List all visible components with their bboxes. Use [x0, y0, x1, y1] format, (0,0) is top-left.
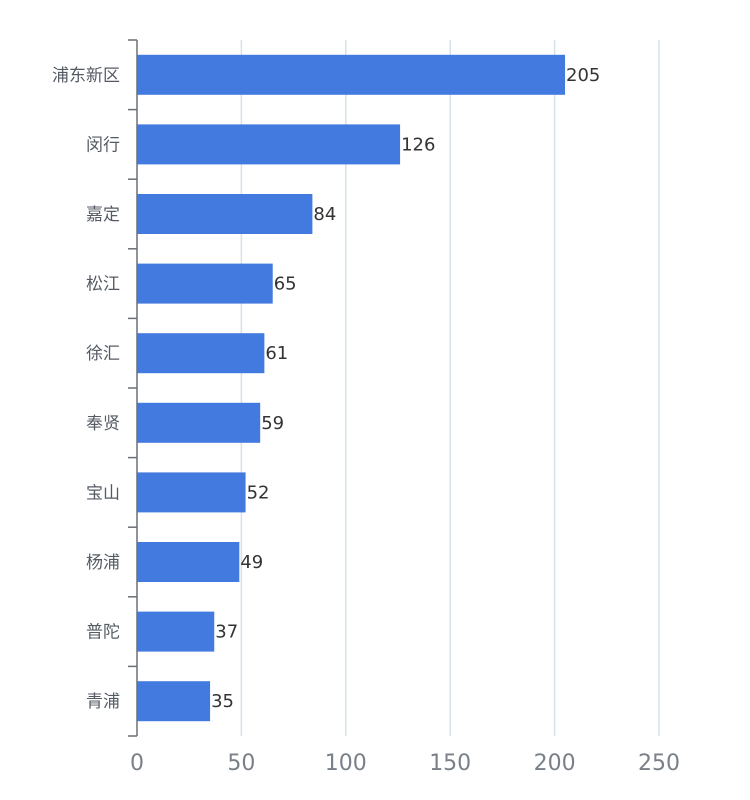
bar — [137, 54, 566, 95]
data-label: 205 — [566, 65, 600, 86]
category-label: 闵行 — [86, 135, 120, 155]
bar — [137, 681, 211, 722]
x-tick-label: 0 — [130, 751, 144, 776]
data-label: 35 — [211, 691, 234, 712]
category-label: 奉贤 — [86, 414, 120, 434]
category-label: 杨浦 — [86, 553, 120, 573]
category-label: 普陀 — [86, 623, 120, 643]
axes — [128, 39, 138, 737]
data-label: 49 — [240, 552, 263, 573]
bar — [137, 333, 265, 374]
category-label: 松江 — [86, 275, 120, 295]
bar — [137, 124, 401, 165]
category-label: 青浦 — [86, 692, 120, 712]
x-tick-label: 100 — [325, 751, 367, 776]
bar — [137, 402, 261, 443]
bar — [137, 472, 246, 513]
category-label: 浦东新区 — [52, 66, 120, 86]
bar — [137, 611, 215, 652]
category-label: 徐汇 — [86, 344, 120, 364]
x-tick-label: 150 — [429, 751, 471, 776]
x-tick-label: 250 — [638, 751, 680, 776]
data-label: 59 — [261, 413, 284, 434]
data-label: 65 — [274, 274, 297, 295]
data-label: 84 — [313, 204, 336, 225]
x-tick-label: 50 — [227, 751, 255, 776]
bar — [137, 263, 273, 304]
bars — [137, 54, 566, 722]
category-label: 宝山 — [86, 483, 120, 503]
data-label: 61 — [265, 343, 288, 364]
labels: 205 浦东新区 126 闵行 84 嘉定 65 松江 61 徐汇 59 奉贤 52 宝山 49 杨浦 37 普陀… — [52, 65, 680, 776]
category-label: 嘉定 — [86, 205, 120, 225]
x-tick-label: 200 — [534, 751, 576, 776]
data-label: 52 — [247, 482, 270, 503]
bar — [137, 194, 313, 234]
data-label: 37 — [215, 622, 238, 643]
bar — [137, 542, 240, 582]
data-label: 126 — [401, 134, 435, 155]
